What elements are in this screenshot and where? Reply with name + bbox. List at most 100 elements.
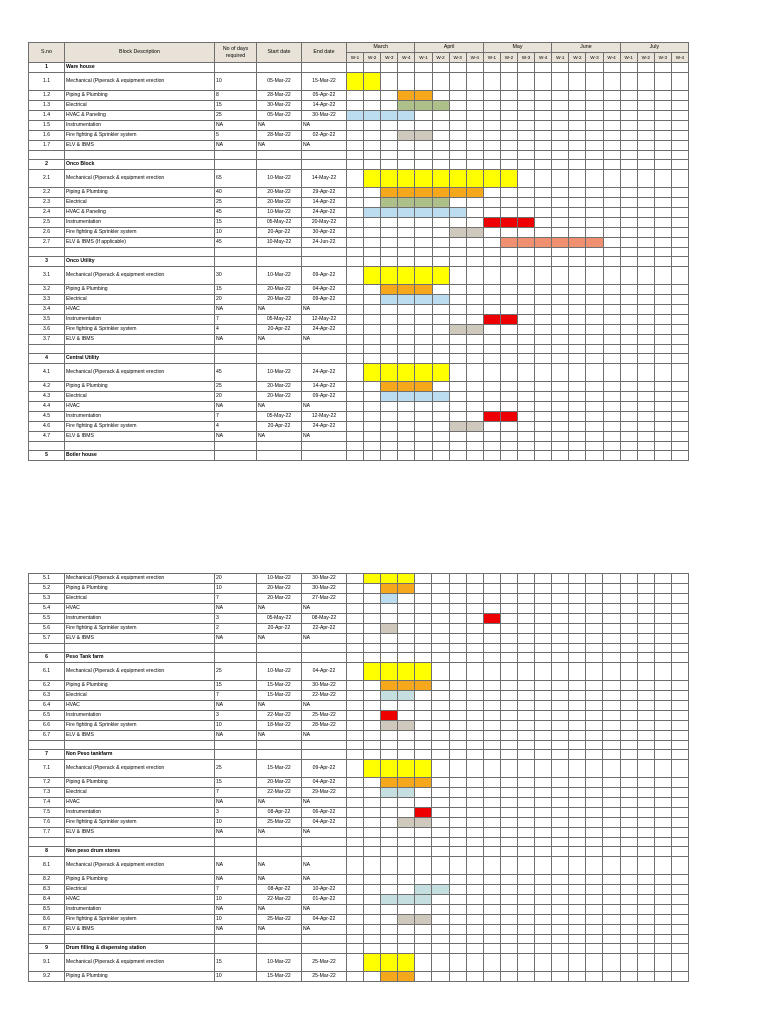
gantt-empty-cell [345, 633, 365, 644]
gantt-empty-cell [653, 159, 672, 170]
gantt-bar-cell [363, 72, 382, 91]
gantt-empty-cell [380, 324, 399, 335]
table-row: 1.6 Fire fighting & Sprinkler system 5 28-M… [28, 130, 690, 141]
gantt-empty-cell [568, 710, 587, 721]
gantt-empty-cell [568, 593, 587, 604]
gantt-empty-cell [585, 421, 604, 432]
gantt-empty-cell [465, 140, 484, 151]
gantt-empty-cell [619, 777, 638, 788]
gantt-empty-cell [636, 759, 655, 778]
gantt-empty-cell [602, 894, 621, 905]
gantt-empty-cell [619, 817, 638, 828]
gantt-empty-cell [465, 797, 484, 808]
gantt-empty-cell [516, 749, 536, 760]
spacer-row [28, 934, 689, 944]
gantt-empty-cell [653, 207, 672, 218]
gantt-empty-cell [397, 227, 416, 238]
gantt-empty-cell [397, 431, 416, 442]
gantt-empty-cell [465, 759, 484, 778]
gantt-bar-cell [397, 187, 416, 198]
gantt-empty-cell [585, 169, 604, 188]
gantt-empty-cell [670, 159, 690, 170]
cell-description [64, 740, 215, 750]
gantt-empty-cell [670, 334, 690, 345]
gantt-empty-cell [517, 324, 536, 335]
gantt-empty-cell [397, 623, 416, 634]
gantt-empty-cell [465, 353, 484, 364]
table-body-top: 1 Ware house 1.1 Mechanical (Piperack & equ… [28, 62, 690, 461]
gantt-empty-cell [380, 884, 399, 895]
gantt-empty-cell [499, 759, 518, 778]
gantt-empty-cell [414, 62, 433, 73]
gantt-empty-cell [670, 759, 689, 778]
gantt-bar-cell [517, 237, 536, 248]
gantt-empty-cell [345, 304, 365, 315]
gantt-empty-cell [499, 100, 519, 111]
gantt-empty-cell [636, 441, 655, 451]
gantt-empty-cell [380, 421, 399, 432]
gantt-empty-cell [499, 730, 518, 741]
gantt-empty-cell [619, 304, 638, 315]
gantt-empty-cell [363, 334, 382, 345]
cell-end-date [301, 247, 347, 257]
cell-days-required [214, 450, 257, 461]
gantt-empty-cell [568, 381, 587, 392]
gantt-empty-cell [619, 100, 638, 111]
gantt-empty-cell [431, 924, 450, 935]
gantt-empty-cell [482, 247, 501, 257]
gantt-empty-cell [448, 100, 467, 111]
cell-sno: 9.2 [28, 971, 65, 982]
gantt-empty-cell [380, 441, 399, 451]
gantt-bar-cell [414, 884, 433, 895]
gantt-empty-cell [636, 884, 655, 895]
gantt-empty-cell [465, 749, 484, 760]
gantt-empty-cell [653, 827, 672, 838]
gantt-empty-cell [414, 411, 433, 422]
gantt-empty-cell [448, 159, 467, 170]
gantt-empty-cell [670, 633, 689, 644]
gantt-empty-cell [499, 749, 518, 760]
gantt-empty-cell [653, 662, 672, 681]
cell-sno: 2.2 [28, 187, 65, 198]
cell-description: ELV & IBMS [64, 431, 215, 442]
gantt-empty-cell [670, 169, 690, 188]
gantt-bar-cell [414, 130, 433, 141]
gantt-empty-cell [602, 934, 621, 944]
cell-sno: 1.2 [28, 90, 65, 101]
cell-description: Fire fighting & Sprinkler system [64, 623, 215, 634]
col-header-end-date: End date [301, 42, 347, 63]
gantt-empty-cell [380, 943, 399, 954]
gantt-empty-cell [534, 856, 553, 875]
gantt-empty-cell [465, 294, 484, 305]
gantt-empty-cell [568, 207, 587, 218]
gantt-empty-cell [517, 284, 536, 295]
cell-start-date: 20-Apr-22 [256, 227, 302, 238]
gantt-empty-cell [534, 662, 553, 681]
gantt-empty-cell [363, 431, 382, 442]
gantt-empty-cell [499, 633, 518, 644]
cell-days-required: NA [214, 856, 257, 875]
cell-description: Mechanical (Piperack & equipment erectio… [64, 759, 215, 778]
gantt-empty-cell [653, 266, 672, 285]
gantt-empty-cell [653, 284, 672, 295]
gantt-empty-cell [363, 934, 382, 944]
gantt-empty-cell [499, 197, 519, 208]
gantt-empty-cell [448, 787, 467, 798]
cell-days-required: 45 [214, 207, 257, 218]
gantt-empty-cell [380, 217, 399, 228]
gantt-empty-cell [431, 284, 450, 295]
gantt-bar-cell [380, 662, 399, 681]
week-header-april-w-1: W-1 [414, 52, 433, 63]
gantt-empty-cell [602, 237, 621, 248]
gantt-empty-cell [516, 710, 536, 721]
gantt-empty-cell [670, 247, 690, 257]
gantt-empty-cell [516, 827, 536, 838]
gantt-empty-cell [534, 62, 553, 73]
cell-start-date [256, 256, 302, 267]
gantt-empty-cell [653, 884, 672, 895]
cell-days-required: NA [214, 874, 257, 885]
week-header-june-w-1: W-1 [551, 52, 570, 63]
gantt-empty-cell [499, 593, 518, 604]
gantt-empty-cell [636, 72, 655, 91]
gantt-empty-cell [653, 787, 672, 798]
